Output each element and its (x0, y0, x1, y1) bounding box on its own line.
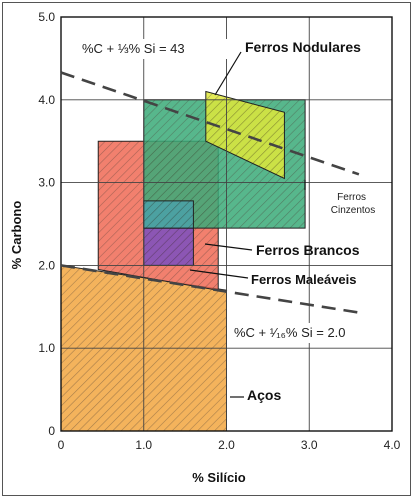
plot-border (60, 16, 393, 432)
x-tick-label: 0 (58, 438, 65, 452)
label-ferros-maleaveis: Ferros Maleáveis (251, 272, 357, 287)
equation-label-2: %C + ¹⁄₁₆% Si = 2.0 (234, 325, 346, 340)
y-tick-label: 4.0 (38, 93, 55, 107)
leader-line-3 (204, 243, 253, 251)
equation-label-1: %C + ⅓% Si = 43 (82, 41, 185, 56)
leaders-layer (189, 51, 306, 398)
region-overlap (143, 200, 194, 229)
equation-bg-2 (232, 323, 380, 343)
y-tick-label: 1.0 (38, 341, 55, 355)
region-ferros-nodulares (205, 90, 285, 180)
label-ferros-brancos: Ferros Brancos (256, 242, 360, 258)
label-ferros-cinzentos-line-2: Cinzentos (331, 205, 375, 216)
y-tick-label: 2.0 (38, 258, 55, 272)
label-ferros-cinzentos: Ferros Cinzentos (331, 192, 375, 216)
label-acos: Aços (247, 387, 281, 403)
label-ferros-nodulares: Ferros Nodulares (245, 39, 361, 55)
x-tick-label: 3.0 (301, 438, 318, 452)
x-tick-label: 4.0 (384, 438, 401, 452)
equation-bg-1 (78, 39, 228, 59)
y-tick-label: 5.0 (38, 10, 55, 24)
x-tick-label: 2.0 (218, 438, 235, 452)
ticks-layer: 0 1.0 2.0 3.0 4.0 0 1.0 2.0 3.0 4.0 5.0 (38, 10, 400, 452)
grid-layer (60, 16, 393, 432)
y-axis-label: % Carbono (9, 201, 24, 270)
y-tick-label: 0 (48, 424, 55, 438)
leader-line-1 (214, 51, 242, 96)
dashed-line-1 (60, 71, 360, 176)
region-ferros-maleaveis (143, 227, 194, 266)
y-tick-label: 3.0 (38, 176, 55, 190)
dashed-line-2 (60, 264, 360, 314)
label-ferros-cinzentos-line-1: Ferros (337, 192, 366, 203)
lines-layer (60, 71, 360, 314)
regions-layer (60, 90, 306, 432)
leader-line-4 (189, 269, 249, 279)
x-axis-label: % Silício (192, 470, 246, 485)
x-tick-label: 1.0 (135, 438, 152, 452)
